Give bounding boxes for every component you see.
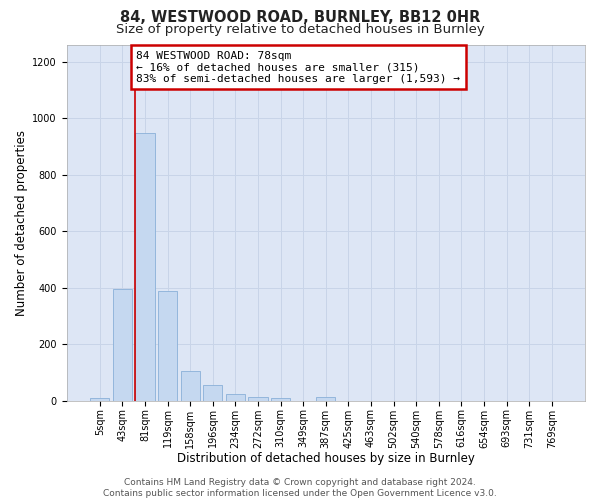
Text: 84, WESTWOOD ROAD, BURNLEY, BB12 0HR: 84, WESTWOOD ROAD, BURNLEY, BB12 0HR xyxy=(120,10,480,25)
Text: 84 WESTWOOD ROAD: 78sqm
← 16% of detached houses are smaller (315)
83% of semi-d: 84 WESTWOOD ROAD: 78sqm ← 16% of detache… xyxy=(136,50,460,84)
Bar xyxy=(203,385,223,400)
Text: Contains HM Land Registry data © Crown copyright and database right 2024.
Contai: Contains HM Land Registry data © Crown c… xyxy=(103,478,497,498)
Bar xyxy=(90,398,109,400)
Bar xyxy=(271,398,290,400)
Bar xyxy=(158,290,177,401)
Bar xyxy=(316,398,335,400)
Bar xyxy=(181,371,200,400)
Bar xyxy=(135,132,155,400)
Bar xyxy=(226,394,245,400)
Bar xyxy=(248,398,268,400)
Y-axis label: Number of detached properties: Number of detached properties xyxy=(15,130,28,316)
X-axis label: Distribution of detached houses by size in Burnley: Distribution of detached houses by size … xyxy=(177,452,475,465)
Bar xyxy=(113,289,132,401)
Text: Size of property relative to detached houses in Burnley: Size of property relative to detached ho… xyxy=(116,22,484,36)
